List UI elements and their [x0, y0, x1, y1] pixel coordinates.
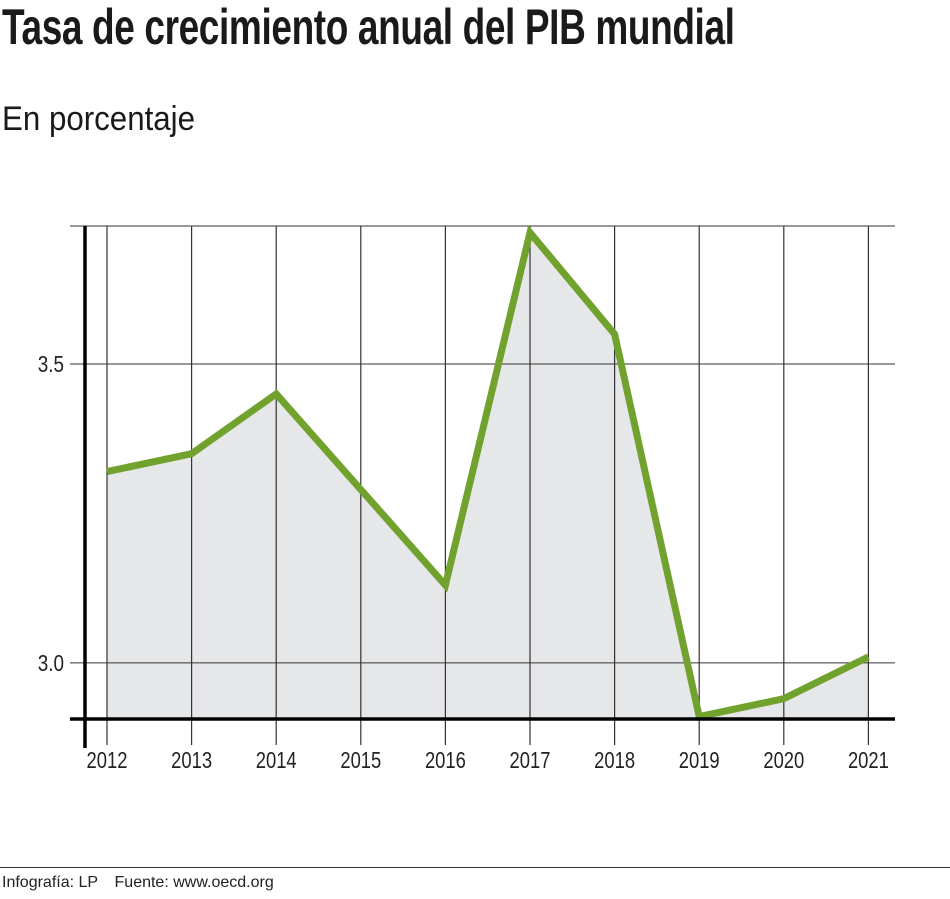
y-tick-label: 3.0	[38, 651, 64, 676]
x-tick-label: 2021	[848, 748, 889, 773]
source-text: Fuente: www.oecd.org	[114, 874, 274, 891]
footer: Infografía: LP Fuente: www.oecd.org	[2, 874, 286, 892]
x-tick-label: 2014	[256, 748, 297, 773]
x-tick-label: 2020	[763, 748, 804, 773]
series-line	[106, 224, 870, 721]
x-tick-label: 2018	[594, 748, 635, 773]
area-fill	[107, 232, 869, 719]
credit-text: Infografía: LP	[2, 874, 99, 891]
x-tick-label: 2017	[510, 748, 551, 773]
x-tick-label: 2019	[679, 748, 720, 773]
chart-subtitle: En porcentaje	[2, 100, 196, 138]
x-tick-label: 2015	[340, 748, 381, 773]
x-tick-label: 2012	[87, 748, 128, 773]
x-tick-label: 2016	[425, 748, 466, 773]
y-tick-label: 3.5	[38, 352, 64, 377]
footer-divider	[0, 867, 950, 868]
chart-title: Tasa de crecimiento anual del PIB mundia…	[2, 0, 735, 55]
x-tick-label: 2013	[171, 748, 212, 773]
